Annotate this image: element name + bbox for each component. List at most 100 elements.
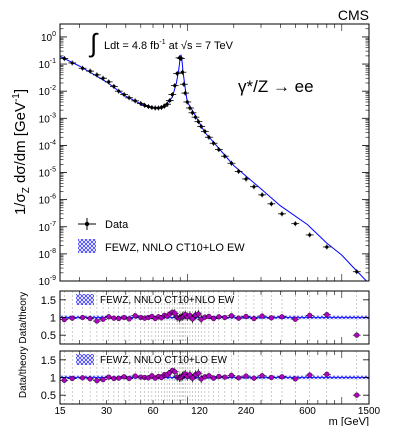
data-point [163, 101, 171, 107]
luminosity-prefix: Ldt = 4.8 fb [104, 40, 159, 52]
data-point [322, 244, 331, 250]
y-tick-label: 100 [41, 31, 56, 44]
ratio-point [234, 375, 243, 381]
ratio-point [352, 332, 361, 338]
data-point [136, 101, 145, 107]
y-tick-label: 10-2 [39, 85, 56, 98]
data-point [140, 102, 149, 108]
ratio-point [99, 316, 107, 322]
ratio-point [104, 314, 113, 320]
ratio-point [242, 313, 250, 320]
legend-theory-label: FEWZ, NNLO CT10+LO EW [105, 242, 245, 254]
ratio-point [278, 314, 286, 320]
ratio-point [242, 373, 250, 379]
ratio-point [267, 374, 276, 381]
data-point [170, 83, 179, 89]
ratio-y-tick-label: 1 [50, 313, 56, 325]
data-point [99, 75, 107, 81]
ratio-point [86, 315, 95, 322]
data-point [197, 123, 206, 129]
ratio-point [131, 313, 140, 319]
ratio-y-tick-label: 0.5 [41, 330, 56, 342]
data-point [234, 168, 243, 174]
data-point [86, 68, 95, 74]
data-point [168, 92, 177, 98]
ratio-y-tick-label: 1 [50, 373, 56, 385]
data-point [177, 56, 185, 62]
x-tick-label: 60 [147, 406, 159, 417]
y-tick-label: 10-1 [39, 58, 56, 71]
ratio-point [250, 315, 258, 322]
ratio-point [78, 375, 87, 381]
data-point [258, 192, 267, 198]
x-tick-label: 120 [191, 406, 208, 417]
data-point [186, 105, 194, 111]
ratio-point [278, 374, 286, 380]
data-point [214, 147, 223, 153]
data-point [120, 92, 129, 98]
legend-main: Data FEWZ, NNLO CT10+LO EW [78, 218, 245, 254]
data-point [352, 269, 361, 275]
ratio-point [220, 314, 229, 321]
ratio-point [204, 313, 213, 320]
data-point [92, 72, 101, 78]
data-point [104, 79, 113, 85]
main-plot-frame [59, 23, 370, 282]
data-point [60, 56, 69, 62]
data-point [188, 110, 197, 116]
data-point [68, 60, 77, 66]
ratio-2-legend-swatch [76, 354, 94, 365]
data-point [200, 128, 209, 134]
data-point [250, 184, 258, 190]
ratio-point [131, 373, 140, 379]
ratio-point [209, 315, 218, 322]
ratio-point [250, 375, 258, 381]
x-tick-label: 15 [54, 406, 66, 417]
data-point [204, 134, 213, 140]
ratio-point [214, 373, 223, 380]
ratio-point [227, 372, 236, 378]
ratio-point [220, 374, 229, 380]
ratio-point [140, 374, 149, 381]
ratio-point [322, 371, 331, 377]
ratio-point [267, 315, 276, 321]
data-point [183, 99, 192, 105]
ratio-point [120, 374, 129, 380]
ratio-point [322, 312, 331, 318]
luminosity-mid: at [166, 40, 181, 52]
ratio-point [234, 315, 243, 321]
ratio-1-legend-swatch [76, 294, 94, 305]
ratio-y-tick-label: 1.5 [41, 295, 56, 307]
data-point [179, 81, 188, 87]
ratio-point [114, 315, 123, 322]
svg-text:Ldt = 4.8 fb-1 at √s = 7 TeV: Ldt = 4.8 fb-1 at √s = 7 TeV [104, 39, 234, 52]
data-point [181, 90, 190, 96]
data-point [242, 176, 250, 182]
ratio-point [209, 375, 218, 381]
data-point [194, 119, 203, 125]
x-tick-label: 30 [101, 406, 113, 417]
ratio-point [194, 369, 203, 378]
ratio-point [114, 375, 123, 381]
ratio-point [188, 314, 197, 324]
y-tick-label: 10-3 [39, 112, 56, 125]
legend-data-label: Data [105, 219, 129, 231]
main-y-axis-label: 1/σZ dσ/dm [GeV-1] [11, 89, 32, 215]
x-tick-label: 600 [299, 406, 316, 417]
x-tick-label: 240 [238, 406, 255, 417]
data-point [291, 221, 300, 227]
y-tick-label: 10-9 [39, 275, 56, 288]
ratio-point [125, 375, 133, 382]
x-axis-label: m [GeV] [329, 416, 369, 426]
energy-label: s = 7 TeV [187, 40, 234, 52]
luminosity-exponent: -1 [159, 39, 165, 46]
ratio-point [188, 373, 197, 383]
y-tick-label: 10-5 [39, 167, 56, 180]
ratio-point [68, 315, 77, 321]
ratio-point [125, 316, 133, 322]
ratio-point [99, 377, 107, 383]
y-tick-label: 10-4 [39, 139, 56, 152]
ratio-point [68, 375, 77, 382]
ratio-point [291, 316, 300, 322]
ratio-panel-2: 0.5 1 1.5 FEWZ, NNLO CT10+LO EW [41, 350, 370, 405]
